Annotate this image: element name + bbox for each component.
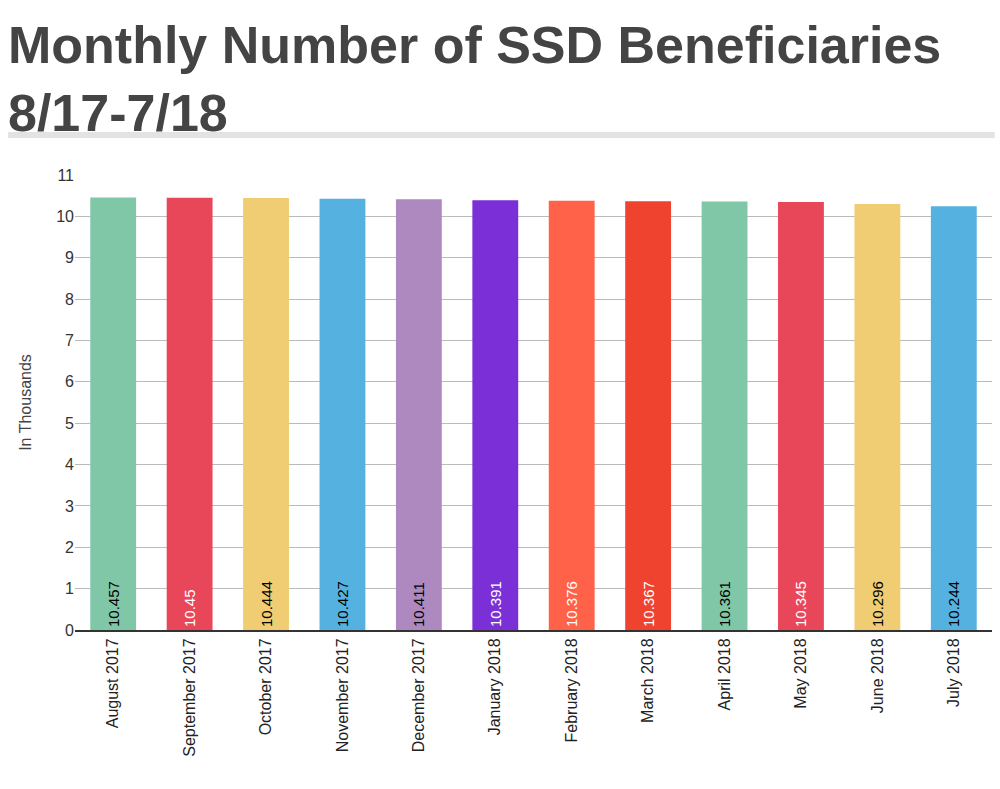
svg-text:10.411: 10.411 xyxy=(410,582,427,627)
svg-text:0: 0 xyxy=(65,622,74,639)
svg-text:January 2018: January 2018 xyxy=(486,638,503,735)
svg-text:10.244: 10.244 xyxy=(945,581,962,627)
svg-text:10.427: 10.427 xyxy=(334,581,351,627)
svg-text:10.296: 10.296 xyxy=(869,581,886,627)
svg-text:10.457: 10.457 xyxy=(105,581,122,627)
svg-text:April 2018: April 2018 xyxy=(716,638,733,710)
svg-text:10.391: 10.391 xyxy=(487,581,504,627)
svg-text:10.376: 10.376 xyxy=(563,581,580,627)
svg-text:10.367: 10.367 xyxy=(640,581,657,627)
svg-text:February 2018: February 2018 xyxy=(563,638,580,742)
svg-text:November 2017: November 2017 xyxy=(334,638,351,752)
svg-text:10: 10 xyxy=(56,208,74,225)
svg-text:10.361: 10.361 xyxy=(716,581,733,627)
svg-text:9: 9 xyxy=(65,249,74,266)
svg-text:10.444: 10.444 xyxy=(258,581,275,627)
svg-text:June 2018: June 2018 xyxy=(869,638,886,713)
svg-text:May 2018: May 2018 xyxy=(792,638,809,708)
svg-text:Monthly Number of SSD Benefici: Monthly Number of SSD Beneficiaries8/17-… xyxy=(8,16,941,142)
svg-text:March 2018: March 2018 xyxy=(639,638,656,723)
svg-text:10.345: 10.345 xyxy=(792,581,809,627)
svg-text:2: 2 xyxy=(65,539,74,556)
svg-text:10.45: 10.45 xyxy=(181,589,198,627)
svg-text:8: 8 xyxy=(65,291,74,308)
svg-text:December 2017: December 2017 xyxy=(410,638,427,752)
svg-text:August 2017: August 2017 xyxy=(104,638,121,728)
svg-text:11: 11 xyxy=(57,167,74,184)
svg-text:3: 3 xyxy=(65,498,74,515)
svg-text:1: 1 xyxy=(65,580,74,597)
svg-text:September 2017: September 2017 xyxy=(181,638,198,756)
svg-text:October 2017: October 2017 xyxy=(257,638,274,735)
svg-text:7: 7 xyxy=(65,332,74,349)
svg-text:5: 5 xyxy=(65,415,74,432)
svg-text:July 2018: July 2018 xyxy=(945,638,962,707)
svg-text:In Thousands: In Thousands xyxy=(17,354,34,451)
svg-text:4: 4 xyxy=(65,456,74,473)
svg-text:6: 6 xyxy=(65,373,74,390)
